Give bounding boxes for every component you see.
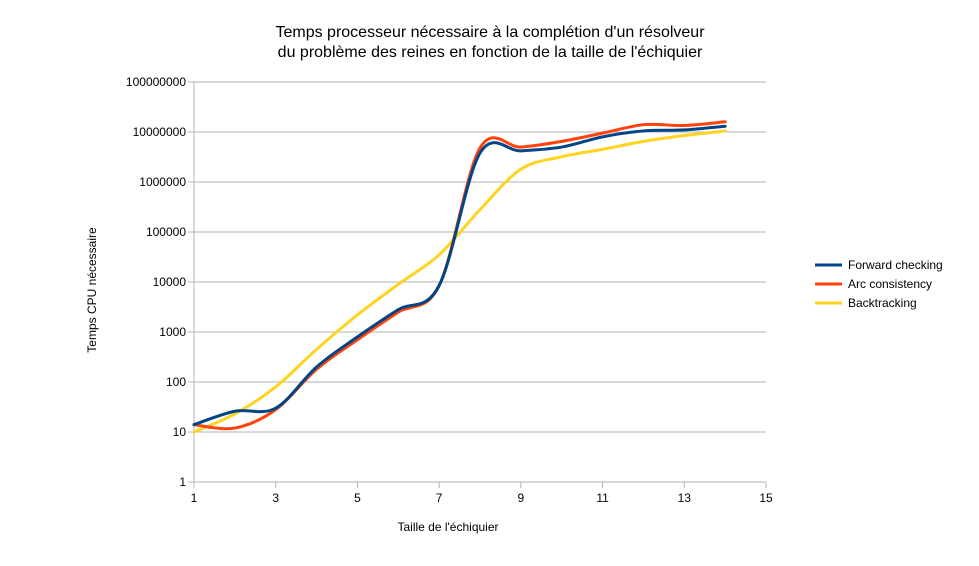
gridlines: [188, 81, 766, 483]
y-tick-label: 1000: [159, 325, 186, 339]
x-tick-label: 13: [678, 491, 692, 505]
y-tick-label: 100: [166, 375, 186, 389]
axes: [193, 82, 766, 483]
x-tick-label: 11: [596, 491, 609, 505]
y-tick-label: 1: [179, 475, 186, 489]
series-line-backtracking: [192, 129, 727, 434]
legend-label-forward-checking: Forward checking: [848, 258, 943, 272]
legend: Forward checking Arc consistency Backtrack…: [815, 258, 943, 310]
y-tick-label: 10000: [153, 275, 187, 289]
series-line-forward-checking: [192, 124, 727, 427]
legend-label-backtracking: Backtracking: [848, 296, 917, 310]
y-tick-label: 1000000: [139, 175, 186, 189]
x-axis-label: Taille de l'échiquier: [397, 520, 498, 534]
x-tick-label: 15: [759, 491, 773, 505]
y-tick-label: 10000000: [133, 125, 187, 139]
series-lines: [192, 120, 727, 434]
series-line-arc-consistency: [192, 120, 727, 431]
x-tick-label: 1: [191, 491, 198, 505]
x-tick-labels: 1 3 5 7 9 11 13 15: [191, 482, 773, 505]
y-tick-labels: 1 10 100 1000 10000 100000 1000000 10000000 1000…: [126, 75, 186, 489]
legend-label-arc-consistency: Arc consistency: [848, 277, 932, 291]
chart-title-line-2: du problème des reines en fonction de la…: [278, 44, 703, 61]
y-axis-label: Temps CPU nécessaire: [85, 227, 99, 353]
y-tick-label: 10: [173, 425, 187, 439]
y-tick-label: 100000: [146, 225, 186, 239]
chart-title-line-1: Temps processeur nécessaire à la complét…: [275, 24, 705, 41]
x-tick-label: 3: [272, 491, 279, 505]
x-tick-label: 5: [354, 491, 361, 505]
x-tick-label: 7: [436, 491, 443, 505]
y-tick-label: 100000000: [126, 75, 186, 89]
x-tick-label: 9: [518, 491, 525, 505]
